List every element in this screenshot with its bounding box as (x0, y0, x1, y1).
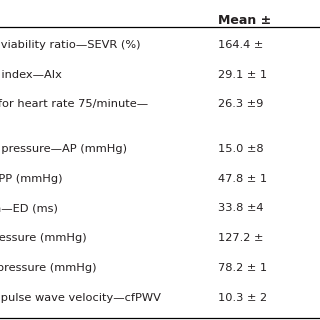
Text: ■ index—AIx: ■ index—AIx (0, 70, 62, 80)
Text: c pressure (mmHg): c pressure (mmHg) (0, 263, 97, 273)
Text: d for heart rate 75/minute—: d for heart rate 75/minute— (0, 100, 148, 109)
Text: 33.8 ±4: 33.8 ±4 (218, 204, 263, 213)
Text: al pulse wave velocity—cfPWV: al pulse wave velocity—cfPWV (0, 292, 161, 303)
Text: pressure (mmHg): pressure (mmHg) (0, 233, 87, 243)
Text: 127.2 ±: 127.2 ± (218, 233, 263, 243)
Text: 29.1 ± 1: 29.1 ± 1 (218, 70, 267, 80)
Text: 10.3 ± 2: 10.3 ± 2 (218, 292, 267, 303)
Text: —PP (mmHg): —PP (mmHg) (0, 174, 63, 184)
Text: 26.3 ±9: 26.3 ±9 (218, 100, 263, 109)
Text: 78.2 ± 1: 78.2 ± 1 (218, 263, 267, 273)
Text: 15.0 ±8: 15.0 ±8 (218, 144, 263, 154)
Text: al viability ratio—SEVR (%): al viability ratio—SEVR (%) (0, 40, 141, 50)
Text: 164.4 ±: 164.4 ± (218, 40, 263, 50)
Text: on—ED (ms): on—ED (ms) (0, 204, 58, 213)
Text: ■ pressure—AP (mmHg): ■ pressure—AP (mmHg) (0, 144, 127, 154)
Text: 47.8 ± 1: 47.8 ± 1 (218, 174, 267, 184)
Text: Mean ±: Mean ± (218, 14, 271, 28)
